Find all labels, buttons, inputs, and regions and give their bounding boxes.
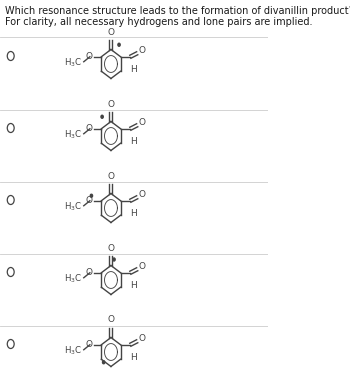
Text: O: O: [85, 196, 92, 205]
Circle shape: [103, 361, 105, 364]
Text: O: O: [85, 268, 92, 277]
Text: O: O: [107, 171, 114, 181]
Text: O: O: [139, 334, 146, 343]
Text: O: O: [107, 315, 114, 325]
Text: O: O: [85, 124, 92, 133]
Text: O: O: [139, 118, 146, 127]
Circle shape: [101, 115, 103, 118]
Text: H: H: [130, 209, 137, 218]
Circle shape: [90, 194, 92, 197]
Text: H: H: [130, 137, 137, 146]
Text: O: O: [107, 99, 114, 109]
Text: H$_3$C: H$_3$C: [64, 56, 82, 69]
Text: O: O: [107, 27, 114, 37]
Circle shape: [118, 43, 120, 46]
Text: H$_3$C: H$_3$C: [64, 200, 82, 213]
Text: O: O: [85, 340, 92, 349]
Text: H: H: [130, 353, 137, 362]
Text: O: O: [107, 243, 114, 253]
Text: O: O: [139, 46, 146, 55]
Circle shape: [113, 258, 115, 261]
Text: H: H: [130, 65, 137, 74]
Text: Which resonance structure leads to the formation of divanillin product?: Which resonance structure leads to the f…: [5, 6, 350, 16]
Text: H: H: [130, 281, 137, 290]
Text: O: O: [85, 52, 92, 61]
Text: H$_3$C: H$_3$C: [64, 128, 82, 141]
Text: For clarity, all necessary hydrogens and lone pairs are implied.: For clarity, all necessary hydrogens and…: [5, 17, 312, 27]
Text: H$_3$C: H$_3$C: [64, 344, 82, 357]
Text: O: O: [139, 262, 146, 271]
Text: O: O: [139, 190, 146, 199]
Text: H$_3$C: H$_3$C: [64, 272, 82, 285]
